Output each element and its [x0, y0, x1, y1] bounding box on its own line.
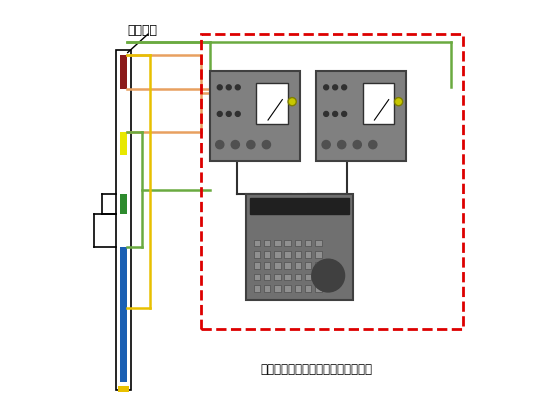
Bar — [315, 239, 322, 246]
Bar — [295, 274, 301, 281]
Bar — [120, 54, 127, 89]
Bar — [363, 83, 394, 124]
Circle shape — [342, 85, 346, 90]
Circle shape — [235, 85, 240, 90]
Bar — [254, 274, 260, 281]
Bar — [250, 198, 349, 214]
Bar — [305, 274, 311, 281]
Bar — [274, 262, 280, 269]
Bar — [254, 286, 260, 292]
Bar — [295, 251, 301, 258]
Bar — [274, 274, 280, 281]
Bar — [274, 251, 280, 258]
Bar — [305, 251, 311, 258]
Circle shape — [216, 140, 224, 149]
Bar — [284, 262, 291, 269]
Bar — [284, 274, 291, 281]
Circle shape — [226, 85, 231, 90]
Bar — [264, 251, 271, 258]
Circle shape — [217, 85, 222, 90]
Circle shape — [394, 98, 403, 106]
Circle shape — [322, 140, 330, 149]
Circle shape — [226, 112, 231, 116]
Bar — [316, 71, 406, 161]
Bar — [284, 239, 291, 246]
Circle shape — [333, 112, 338, 116]
Circle shape — [353, 140, 361, 149]
Circle shape — [333, 85, 338, 90]
Bar — [210, 71, 300, 161]
Bar — [264, 239, 271, 246]
Bar — [201, 34, 463, 329]
Bar — [315, 286, 322, 292]
Bar — [256, 83, 288, 124]
Circle shape — [231, 140, 239, 149]
Bar — [264, 262, 271, 269]
Bar — [246, 194, 353, 300]
Bar — [117, 51, 131, 390]
Circle shape — [324, 112, 328, 116]
Bar — [315, 262, 322, 269]
Bar — [120, 194, 127, 214]
Bar — [264, 286, 271, 292]
Circle shape — [342, 112, 346, 116]
Bar — [264, 274, 271, 281]
Text: 压电陶瓷: 压电陶瓷 — [128, 23, 158, 37]
Text: 压电陶瓷功率放大器组成超声波电源: 压电陶瓷功率放大器组成超声波电源 — [260, 363, 372, 376]
Circle shape — [262, 140, 271, 149]
Bar — [295, 239, 301, 246]
Bar — [295, 286, 301, 292]
Bar — [305, 262, 311, 269]
Circle shape — [312, 259, 344, 292]
Bar — [315, 274, 322, 281]
Bar — [120, 214, 127, 247]
Bar — [254, 262, 260, 269]
Bar — [315, 251, 322, 258]
Bar — [274, 286, 280, 292]
Bar — [120, 308, 127, 382]
Bar — [284, 286, 291, 292]
Bar — [120, 89, 127, 132]
Bar — [305, 286, 311, 292]
Bar — [120, 132, 127, 155]
Bar — [284, 251, 291, 258]
Bar — [118, 386, 129, 392]
Circle shape — [217, 112, 222, 116]
Circle shape — [247, 140, 255, 149]
Bar — [254, 251, 260, 258]
Bar — [120, 247, 127, 308]
Bar — [295, 262, 301, 269]
Circle shape — [235, 112, 240, 116]
Bar — [274, 239, 280, 246]
Bar — [254, 239, 260, 246]
Circle shape — [324, 85, 328, 90]
Bar — [120, 155, 127, 194]
Circle shape — [338, 140, 346, 149]
Bar — [305, 239, 311, 246]
Circle shape — [288, 98, 296, 106]
Circle shape — [368, 140, 377, 149]
